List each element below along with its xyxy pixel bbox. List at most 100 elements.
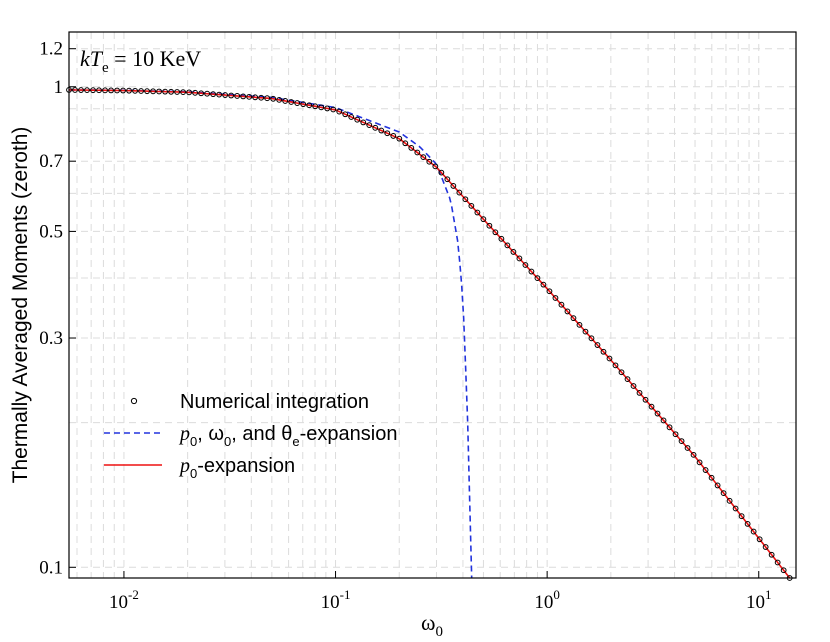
- x-tick-label: 101: [746, 587, 772, 613]
- data-point: [198, 90, 205, 97]
- y-tick-label: 1: [54, 77, 64, 98]
- data-point: [762, 544, 769, 550]
- data-point: [270, 95, 277, 102]
- y-tick-label: 0.7: [39, 151, 63, 172]
- legend-label-p0-expansion: p0-expansion: [178, 455, 295, 481]
- x-tick-label: 100: [534, 587, 560, 613]
- data-point: [432, 163, 439, 170]
- data-point: [84, 87, 90, 94]
- data-point: [480, 216, 487, 223]
- y-tick-label: 0.5: [39, 221, 63, 242]
- y-tick-label: 0.1: [39, 557, 63, 578]
- data-point: [246, 93, 253, 100]
- data-point: [678, 438, 685, 444]
- data-point: [78, 87, 84, 93]
- plot-frame: [68, 31, 797, 579]
- data-point: [474, 209, 481, 216]
- data-point: [384, 130, 391, 137]
- data-point: [210, 91, 217, 98]
- data-point: [612, 362, 619, 369]
- data-point: [540, 281, 547, 288]
- data-point: [258, 94, 265, 101]
- data-point: [780, 567, 787, 574]
- data-point: [594, 342, 601, 348]
- data-point: [366, 122, 373, 129]
- data-point: [114, 87, 120, 94]
- data-point: [522, 262, 529, 268]
- data-point: [312, 103, 319, 110]
- data-point: [744, 520, 751, 527]
- data-point: [666, 424, 673, 431]
- data-point: [774, 559, 781, 566]
- data-point: [720, 490, 727, 497]
- data-point: [264, 95, 271, 102]
- data-point: [138, 88, 144, 94]
- data-point: [96, 87, 102, 94]
- data-point: [90, 87, 96, 94]
- data-point: [492, 229, 499, 236]
- data-point: [528, 268, 535, 275]
- data-point: [378, 127, 385, 134]
- data-point: [738, 513, 745, 520]
- data-point: [660, 417, 667, 424]
- legend-label-full-expansion: p0, ω0, and θe-expansion: [178, 423, 397, 449]
- data-point: [348, 114, 355, 120]
- data-point: [144, 88, 150, 95]
- data-point: [222, 92, 229, 98]
- data-point: [516, 255, 523, 262]
- data-point: [132, 87, 138, 94]
- data-point: [498, 235, 505, 242]
- data-point: [504, 242, 511, 249]
- data-point: [426, 158, 433, 165]
- series-line-p0-expansion: [68, 89, 791, 579]
- data-point: [234, 93, 241, 99]
- y-tick-label: 0.3: [39, 328, 63, 349]
- data-point: [642, 396, 649, 403]
- data-point: [450, 183, 457, 189]
- data-point: [204, 90, 211, 97]
- data-point: [456, 189, 463, 196]
- data-point: [444, 176, 451, 183]
- data-point: [696, 459, 703, 466]
- data-point: [714, 482, 721, 489]
- axis-ticks: 10-2 10-1 100 101 0.1 0.3 0.5 0.7 1 1.2: [39, 39, 771, 613]
- data-point: [288, 99, 295, 105]
- data-point: [174, 89, 180, 95]
- data-point: [150, 88, 156, 95]
- data-point: [306, 102, 313, 109]
- data-point: [732, 505, 739, 512]
- data-point: [750, 528, 757, 535]
- data-point: [408, 144, 415, 151]
- data-point: [156, 88, 162, 95]
- data-point: [402, 140, 409, 147]
- data-point: [120, 87, 126, 94]
- data-point: [546, 288, 553, 295]
- legend-label-numerical: Numerical integration: [180, 391, 369, 413]
- data-point: [690, 451, 697, 458]
- data-point: [534, 275, 541, 282]
- data-point: [342, 111, 349, 118]
- data-point: [726, 497, 733, 504]
- data-point: [390, 133, 397, 139]
- data-point: [72, 87, 78, 93]
- data-point: [372, 124, 379, 131]
- data-point: [186, 89, 193, 96]
- data-point: [282, 98, 289, 104]
- data-point: [558, 301, 565, 308]
- data-point: [588, 335, 595, 342]
- data-point: [486, 222, 493, 229]
- data-point: [192, 89, 199, 96]
- series-line-full-expansion: [68, 89, 473, 579]
- data-point: [708, 474, 715, 481]
- data-point: [624, 376, 631, 383]
- x-axis-label: ω0: [421, 610, 443, 640]
- data-point: [768, 551, 775, 558]
- data-point: [606, 355, 613, 362]
- grid-lines: [69, 32, 796, 578]
- data-point: [420, 154, 427, 161]
- data-point: [228, 92, 235, 99]
- data-point: [684, 445, 691, 451]
- data-point: [102, 87, 108, 94]
- data-point: [414, 149, 421, 156]
- x-tick-label: 10-1: [321, 587, 351, 613]
